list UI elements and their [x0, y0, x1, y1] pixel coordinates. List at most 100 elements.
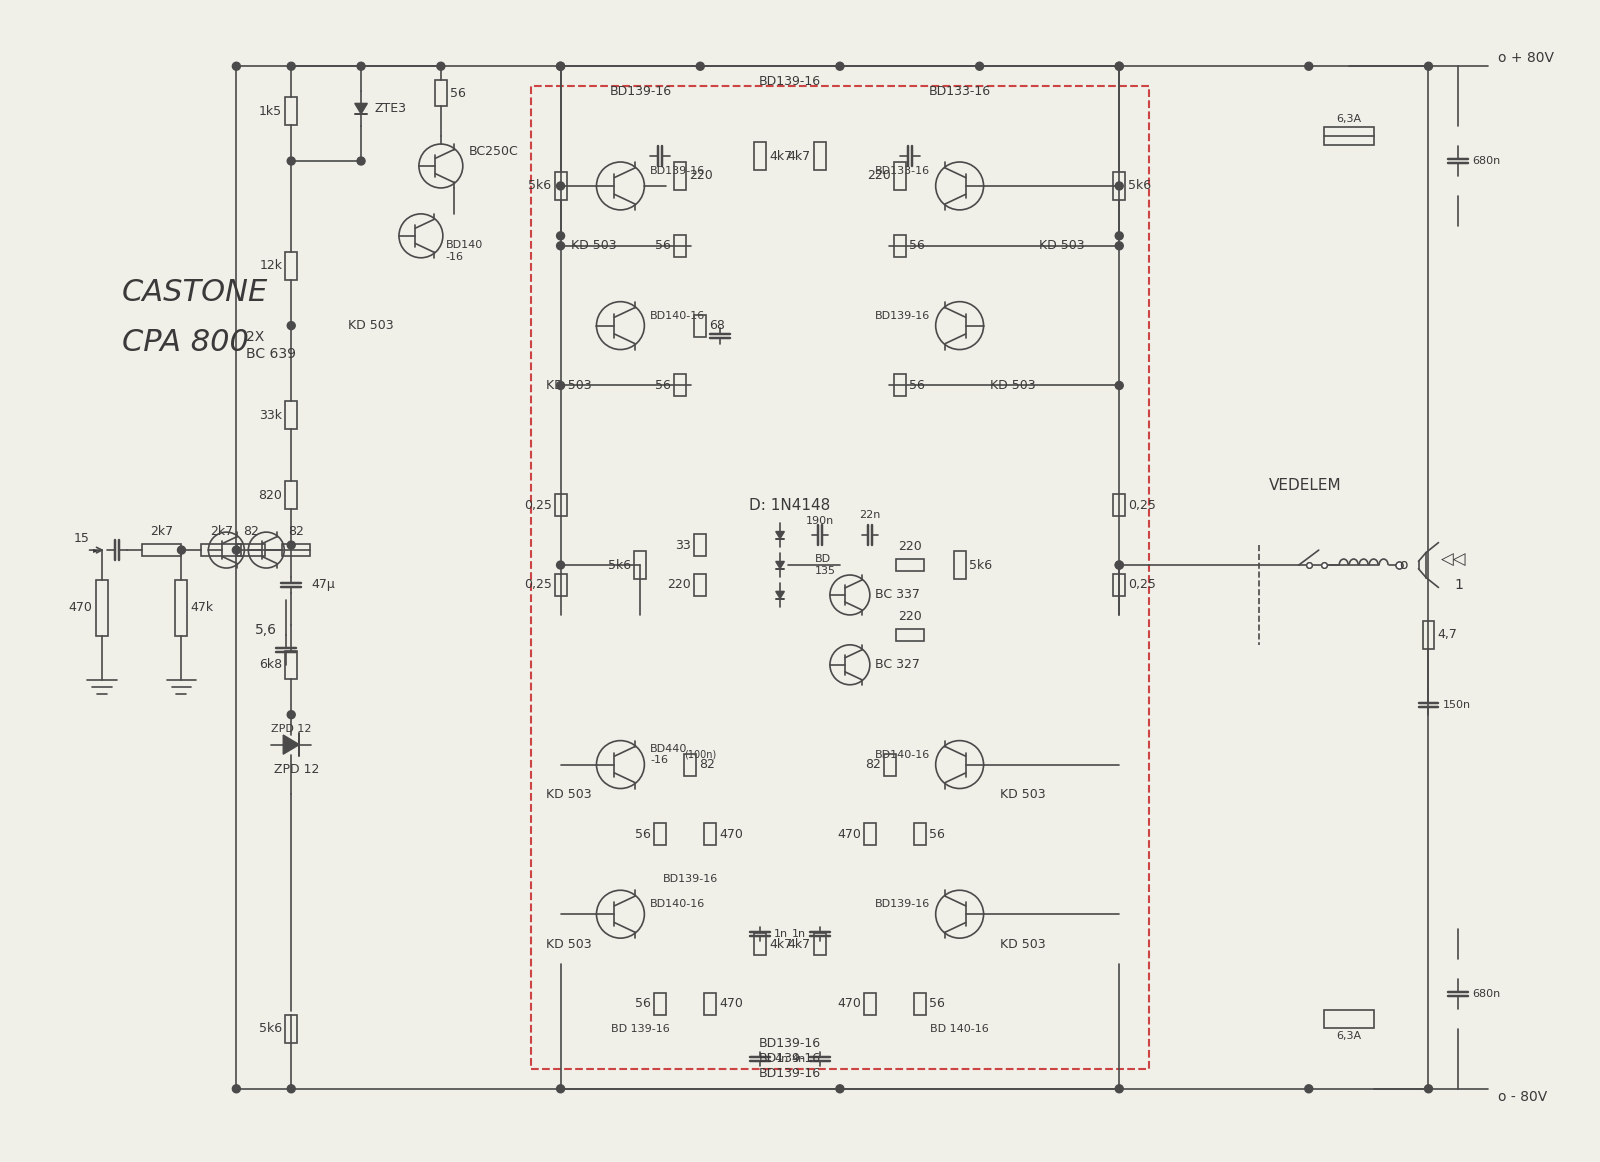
Circle shape	[437, 63, 445, 70]
Bar	[285, 481, 298, 509]
Text: BD140-16: BD140-16	[650, 899, 706, 909]
Text: ◁◁: ◁◁	[1440, 551, 1466, 569]
Bar	[141, 544, 181, 557]
Bar	[864, 824, 875, 846]
Text: KD 503: KD 503	[989, 379, 1035, 392]
Circle shape	[557, 232, 565, 239]
Bar	[694, 315, 706, 337]
Text: 33: 33	[675, 538, 691, 552]
Bar	[282, 544, 310, 557]
Text: BD133-16: BD133-16	[875, 166, 930, 175]
Bar	[176, 580, 187, 636]
Text: 470: 470	[837, 827, 861, 841]
Text: 56: 56	[656, 239, 672, 252]
Text: BD139-16: BD139-16	[875, 310, 930, 321]
Text: 220: 220	[667, 579, 691, 591]
Text: BD 139-16: BD 139-16	[611, 1024, 670, 1034]
Text: 4n: 4n	[792, 1054, 806, 1064]
Text: BD139-16: BD139-16	[875, 899, 930, 909]
Bar	[1323, 127, 1374, 145]
Text: 82: 82	[243, 525, 259, 538]
Text: 12k: 12k	[259, 259, 282, 272]
Text: BD139-16: BD139-16	[758, 1038, 821, 1050]
Circle shape	[557, 182, 565, 189]
Polygon shape	[355, 103, 368, 114]
Text: 220: 220	[690, 170, 714, 182]
Text: BD140
-16: BD140 -16	[446, 241, 483, 261]
Text: 5,6: 5,6	[256, 623, 277, 637]
Polygon shape	[283, 736, 299, 754]
Circle shape	[557, 1085, 565, 1092]
Bar	[954, 551, 966, 579]
Circle shape	[1115, 242, 1123, 250]
Text: BD140-16: BD140-16	[650, 310, 706, 321]
Text: 22n: 22n	[859, 510, 880, 521]
Text: 68: 68	[709, 320, 725, 332]
Text: 56: 56	[909, 239, 925, 252]
Text: KD 503: KD 503	[349, 320, 394, 332]
Text: 56: 56	[450, 87, 466, 100]
Circle shape	[557, 63, 565, 70]
Bar	[555, 494, 566, 516]
Bar	[1323, 1010, 1374, 1028]
Polygon shape	[776, 531, 784, 539]
Circle shape	[557, 63, 565, 70]
Polygon shape	[776, 591, 784, 598]
Circle shape	[1424, 63, 1432, 70]
Circle shape	[1304, 63, 1312, 70]
Bar	[896, 559, 923, 571]
Bar	[285, 252, 298, 280]
Text: 5k6: 5k6	[968, 559, 992, 572]
Text: 220: 220	[867, 170, 891, 182]
Bar	[435, 80, 446, 106]
Text: 82: 82	[866, 758, 882, 772]
Text: 680n: 680n	[1472, 156, 1501, 166]
Text: (100n): (100n)	[685, 749, 717, 760]
Circle shape	[232, 1085, 240, 1092]
Text: 56: 56	[928, 997, 944, 1011]
Circle shape	[835, 63, 843, 70]
Bar	[864, 994, 875, 1014]
Circle shape	[288, 711, 296, 718]
Text: 82: 82	[288, 525, 304, 538]
Bar	[914, 994, 926, 1014]
Text: BD139-16: BD139-16	[650, 166, 706, 175]
Circle shape	[1115, 63, 1123, 70]
Text: CASTONE: CASTONE	[122, 278, 267, 307]
Text: 470: 470	[718, 997, 742, 1011]
Bar	[883, 754, 896, 775]
Text: 470: 470	[69, 602, 93, 615]
Text: ZPD 12: ZPD 12	[274, 763, 318, 776]
Text: 680n: 680n	[1472, 989, 1501, 999]
Text: 0,25: 0,25	[1128, 579, 1157, 591]
Circle shape	[1115, 63, 1123, 70]
Text: KD 503: KD 503	[546, 938, 592, 951]
Text: 56: 56	[635, 827, 651, 841]
Text: 5k6: 5k6	[1128, 179, 1152, 193]
Circle shape	[835, 1085, 843, 1092]
Circle shape	[232, 546, 240, 554]
Text: 4n: 4n	[774, 1054, 789, 1064]
Bar	[674, 162, 686, 189]
Circle shape	[288, 157, 296, 165]
Text: 1k5: 1k5	[259, 105, 282, 117]
Bar	[285, 98, 298, 125]
Text: KD 503: KD 503	[571, 239, 616, 252]
Bar	[674, 235, 686, 257]
Text: CPA 800: CPA 800	[122, 328, 248, 357]
Bar	[704, 994, 717, 1014]
Text: KD 503: KD 503	[546, 379, 592, 392]
Text: BD139-16: BD139-16	[758, 1068, 821, 1081]
Bar	[814, 142, 826, 170]
Bar	[1114, 494, 1125, 516]
Bar	[754, 933, 766, 955]
Text: 5k6: 5k6	[608, 559, 632, 572]
Circle shape	[288, 541, 296, 550]
Circle shape	[232, 63, 240, 70]
Text: 0,25: 0,25	[523, 498, 552, 511]
Bar	[285, 651, 298, 679]
Circle shape	[976, 63, 984, 70]
Text: BD133-16: BD133-16	[928, 85, 990, 98]
Text: 33k: 33k	[259, 409, 282, 422]
Text: 2k7: 2k7	[150, 525, 173, 538]
